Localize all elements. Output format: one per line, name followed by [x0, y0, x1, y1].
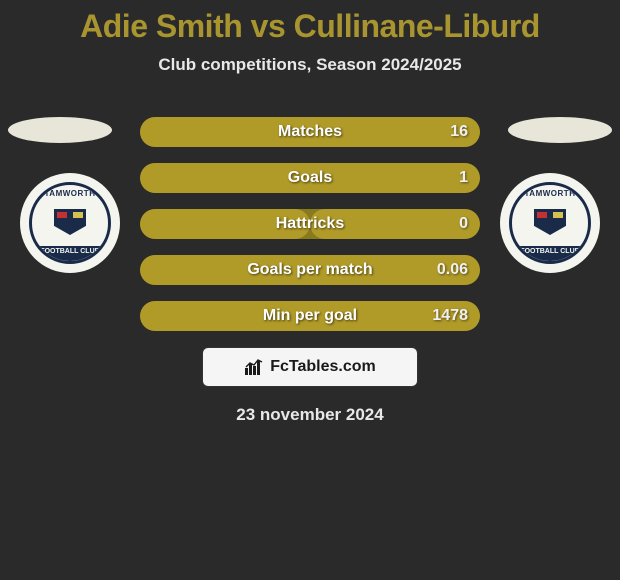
player-ellipse-right	[508, 117, 612, 143]
stat-row: Goals per match0.06	[140, 255, 480, 285]
badge-shield-icon	[534, 209, 566, 235]
stat-label: Min per goal	[140, 301, 480, 331]
stat-label: Matches	[140, 117, 480, 147]
stat-value-right: 0.06	[437, 255, 468, 285]
stats-area: TAMWORTH FOOTBALL CLUB TAMWORTH FOOTBALL…	[0, 117, 620, 331]
club-badge-left: TAMWORTH FOOTBALL CLUB	[20, 173, 120, 273]
brand-text: FcTables.com	[270, 358, 376, 376]
stat-value-right: 16	[450, 117, 468, 147]
stat-bars: Matches16 Goals1 Hattricks0 Goals per match…	[140, 117, 480, 331]
stat-value-right: 1	[459, 163, 468, 193]
page-subtitle: Club competitions, Season 2024/2025	[0, 55, 620, 75]
stat-label: Hattricks	[140, 209, 480, 239]
bar-chart-icon	[244, 358, 264, 376]
date-text: 23 november 2024	[0, 405, 620, 425]
badge-top-text: TAMWORTH	[525, 189, 576, 198]
brand-box[interactable]: FcTables.com	[202, 347, 418, 387]
player-ellipse-left	[8, 117, 112, 143]
badge-shield-icon	[54, 209, 86, 235]
badge-bottom-text: FOOTBALL CLUB	[512, 246, 588, 261]
club-badge-right-inner: TAMWORTH FOOTBALL CLUB	[509, 182, 591, 264]
club-badge-left-inner: TAMWORTH FOOTBALL CLUB	[29, 182, 111, 264]
badge-bottom-text: FOOTBALL CLUB	[32, 246, 108, 261]
stat-row: Min per goal1478	[140, 301, 480, 331]
stat-row: Goals1	[140, 163, 480, 193]
stat-value-right: 0	[459, 209, 468, 239]
club-badge-right: TAMWORTH FOOTBALL CLUB	[500, 173, 600, 273]
page-title: Adie Smith vs Cullinane-Liburd	[0, 0, 620, 45]
stat-label: Goals	[140, 163, 480, 193]
badge-top-text: TAMWORTH	[45, 189, 96, 198]
stat-label: Goals per match	[140, 255, 480, 285]
stat-row: Matches16	[140, 117, 480, 147]
stat-row: Hattricks0	[140, 209, 480, 239]
stat-value-right: 1478	[432, 301, 468, 331]
